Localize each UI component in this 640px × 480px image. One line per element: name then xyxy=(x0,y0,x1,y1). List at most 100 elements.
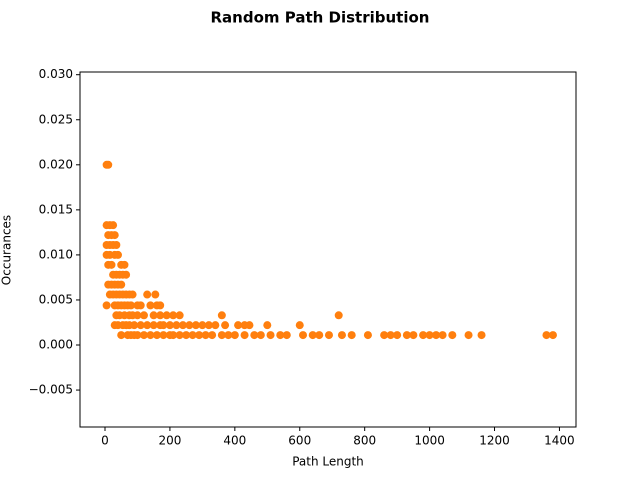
point xyxy=(151,290,160,299)
point xyxy=(240,331,249,340)
point xyxy=(337,331,346,340)
point xyxy=(113,250,122,259)
y-tick-label: 0.015 xyxy=(39,202,73,216)
point xyxy=(542,331,551,340)
point xyxy=(175,311,184,320)
point xyxy=(159,321,168,330)
x-tick-label: 1000 xyxy=(414,434,445,448)
point xyxy=(112,240,121,249)
point xyxy=(109,221,118,230)
point xyxy=(324,331,333,340)
x-tick-label: 1200 xyxy=(479,434,510,448)
point xyxy=(143,321,152,330)
point xyxy=(169,311,178,320)
point xyxy=(130,321,139,330)
y-tick-label: 0.025 xyxy=(39,112,73,126)
point xyxy=(464,331,473,340)
point xyxy=(136,321,145,330)
point xyxy=(102,301,111,310)
point xyxy=(198,321,207,330)
point xyxy=(162,311,171,320)
point xyxy=(224,331,233,340)
y-tick-label: 0.030 xyxy=(39,67,73,81)
point xyxy=(117,280,126,289)
y-tick-label: 0.010 xyxy=(39,247,73,261)
point xyxy=(432,331,441,340)
x-tick-label: 600 xyxy=(288,434,311,448)
point xyxy=(201,331,210,340)
point xyxy=(217,331,226,340)
point xyxy=(234,321,243,330)
point xyxy=(175,331,184,340)
point xyxy=(182,331,191,340)
point xyxy=(104,160,113,169)
y-axis-label: Occurances xyxy=(0,215,14,285)
point xyxy=(386,331,395,340)
point xyxy=(393,331,402,340)
axes-frame xyxy=(79,71,577,428)
y-tick-label: 0.000 xyxy=(39,338,73,352)
point xyxy=(165,321,174,330)
point xyxy=(117,331,126,340)
point xyxy=(425,331,434,340)
point xyxy=(204,321,213,330)
point xyxy=(402,331,411,340)
point xyxy=(133,311,142,320)
point xyxy=(477,331,486,340)
point xyxy=(120,260,129,269)
point xyxy=(143,290,152,299)
point xyxy=(185,321,194,330)
point xyxy=(146,301,155,310)
point xyxy=(178,321,187,330)
point xyxy=(221,321,230,330)
x-tick-label: 800 xyxy=(353,434,376,448)
x-tick-label: 1400 xyxy=(544,434,575,448)
x-tick-label: 200 xyxy=(158,434,181,448)
point xyxy=(208,331,217,340)
point xyxy=(149,321,158,330)
point xyxy=(195,331,204,340)
point xyxy=(159,331,168,340)
point xyxy=(146,331,155,340)
point xyxy=(419,331,428,340)
point xyxy=(191,321,200,330)
point xyxy=(334,311,343,320)
point xyxy=(282,331,291,340)
point xyxy=(149,311,158,320)
point xyxy=(299,331,308,340)
point xyxy=(152,331,161,340)
point xyxy=(169,331,178,340)
x-tick-label: 400 xyxy=(223,434,246,448)
point xyxy=(230,331,239,340)
point xyxy=(188,331,197,340)
point xyxy=(250,331,259,340)
point xyxy=(172,321,181,330)
point xyxy=(347,331,356,340)
x-axis-label: Path Length xyxy=(292,455,364,469)
point xyxy=(126,301,135,310)
y-tick-label: −0.005 xyxy=(29,383,73,397)
point xyxy=(107,260,116,269)
plot xyxy=(102,160,557,340)
point xyxy=(156,311,165,320)
y-tick-label: 0.005 xyxy=(39,292,73,306)
point xyxy=(263,321,272,330)
point xyxy=(245,321,254,330)
point xyxy=(409,331,418,340)
point xyxy=(548,331,557,340)
point xyxy=(133,331,142,340)
point xyxy=(448,331,457,340)
point xyxy=(139,311,148,320)
point xyxy=(295,321,304,330)
point xyxy=(256,331,265,340)
point xyxy=(136,301,145,310)
point xyxy=(315,331,324,340)
point xyxy=(380,331,389,340)
point xyxy=(308,331,317,340)
point xyxy=(128,290,137,299)
y-tick-label: 0.020 xyxy=(39,157,73,171)
point xyxy=(266,331,275,340)
chart-title: Random Path Distribution xyxy=(211,9,430,27)
